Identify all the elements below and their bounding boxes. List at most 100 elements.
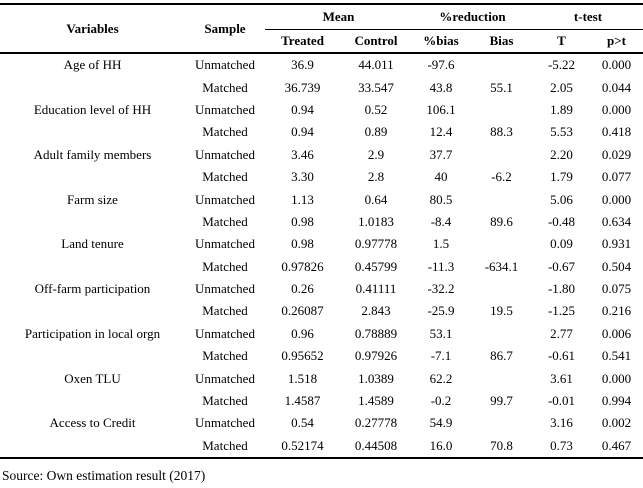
cell-pbias: 37.7: [429, 146, 453, 162]
cell-treated: 36.739: [284, 79, 321, 95]
cell-control: 0.89: [364, 124, 388, 140]
cell-bias: [470, 367, 533, 389]
cell-treated: 3.46: [291, 146, 314, 162]
cell-p: 0.216: [601, 303, 632, 319]
cell-control: 2.8: [367, 169, 385, 185]
table-row: Matched 0.94 0.89 12.4 88.3 5.53 0.418: [0, 121, 643, 143]
table-header: Variables Sample Mean %reduction t-test …: [0, 4, 643, 54]
cell-variable: [0, 390, 185, 412]
cell-bias: 19.5: [490, 303, 513, 319]
table-row: Matched 3.30 2.8 40 -6.2 1.79 0.077: [0, 166, 643, 188]
cell-t: -0.67: [547, 258, 576, 274]
cell-control: 1.0389: [358, 370, 394, 386]
cell-bias: 88.3: [490, 124, 513, 140]
cell-t: 2.77: [550, 325, 573, 341]
table-row: Matched 36.739 33.547 43.8 55.1 2.05 0.0…: [0, 76, 643, 98]
table-row: Oxen TLU Unmatched 1.518 1.0389 62.2 3.6…: [0, 367, 643, 389]
cell-variable: [0, 211, 185, 233]
cell-control: 0.52: [364, 101, 388, 117]
cell-p: 0.634: [601, 213, 632, 229]
cell-sample: Unmatched: [195, 370, 255, 386]
cell-p: 0.541: [601, 348, 632, 364]
cell-treated: 0.96: [291, 325, 314, 341]
table-row: Off-farm participation Unmatched 0.26 0.…: [0, 278, 643, 300]
cell-bias: [470, 323, 533, 345]
cell-sample: Matched: [202, 79, 248, 95]
cell-sample: Unmatched: [195, 325, 255, 341]
header-group-reduction: %reduction: [412, 4, 533, 30]
cell-pbias: 1.5: [432, 236, 450, 252]
cell-treated: 0.97826: [281, 258, 324, 274]
table-row: Matched 0.26087 2.843 -25.9 19.5 -1.25 0…: [0, 300, 643, 322]
cell-treated: 0.52174: [265, 434, 340, 460]
source-note: Source: Own estimation result (2017): [2, 468, 206, 484]
cell-pbias: 16.0: [412, 434, 470, 460]
table-row: Participation in local orgn Unmatched 0.…: [0, 323, 643, 345]
cell-sample: Matched: [202, 169, 248, 185]
cell-control: 0.64: [364, 191, 388, 207]
cell-pbias: -11.3: [427, 258, 455, 274]
cell-treated: 0.98: [291, 213, 314, 229]
table-row: Adult family members Unmatched 3.46 2.9 …: [0, 144, 643, 166]
cell-pbias: 40: [434, 169, 448, 185]
cell-control: 0.44508: [340, 434, 412, 460]
header-pbias: %bias: [412, 29, 470, 54]
cell-p: 0.000: [601, 370, 632, 386]
cell-variable: Farm size: [67, 191, 118, 207]
cell-bias: 99.7: [490, 393, 513, 409]
cell-pbias: -25.9: [427, 303, 455, 319]
cell-control: 0.97778: [354, 236, 398, 252]
cell-control: 0.45799: [354, 258, 398, 274]
cell-pbias: 12.4: [429, 124, 453, 140]
table-row: Matched 0.95652 0.97926 -7.1 86.7 -0.61 …: [0, 345, 643, 367]
cell-pbias: 43.8: [429, 79, 453, 95]
header-variables: Variables: [0, 4, 185, 54]
table-row: Access to Credit Unmatched 0.54 0.27778 …: [0, 412, 643, 434]
cell-sample: Matched: [202, 303, 248, 319]
cell-control: 0.41111: [355, 281, 397, 297]
cell-p: 0.994: [601, 393, 632, 409]
header-group-ttest: t-test: [533, 4, 643, 30]
cell-control: 0.27778: [354, 415, 398, 431]
cell-t: 0.09: [550, 236, 573, 252]
cell-pbias: 53.1: [429, 325, 453, 341]
cell-bias: [470, 144, 533, 166]
cell-treated: 0.94: [291, 101, 314, 117]
cell-treated: 0.26087: [281, 303, 324, 319]
cell-bias: [470, 233, 533, 255]
cell-t: 2.05: [550, 79, 573, 95]
cell-sample: Unmatched: [195, 281, 255, 297]
cell-bias: -6.2: [491, 169, 512, 185]
cell-t: -5.22: [547, 57, 576, 73]
cell-p: 0.000: [601, 191, 632, 207]
cell-sample: Unmatched: [195, 191, 255, 207]
cell-t: -1.25: [547, 303, 576, 319]
table-row: Land tenure Unmatched 0.98 0.97778 1.5 0…: [0, 233, 643, 255]
cell-p: 0.000: [601, 57, 632, 73]
cell-p: 0.931: [601, 236, 632, 252]
cell-control: 2.9: [367, 146, 385, 162]
cell-variable: Oxen TLU: [64, 370, 121, 386]
cell-t: -0.61: [547, 348, 576, 364]
header-group-row: Variables Sample Mean %reduction t-test: [0, 4, 643, 54]
cell-bias: [470, 99, 533, 121]
cell-variable: [0, 76, 185, 98]
table-row: Education level of HH Unmatched 0.94 0.5…: [0, 99, 643, 121]
table-body: Age of HH Unmatched 36.9 44.011 -97.6 -5…: [0, 53, 643, 460]
cell-bias: 89.6: [490, 213, 513, 229]
table-row: Matched 1.4587 1.4589 -0.2 99.7 -0.01 0.…: [0, 390, 643, 412]
cell-t: 2.20: [550, 146, 573, 162]
header-group-mean: Mean: [265, 4, 412, 30]
cell-variable: [0, 121, 185, 143]
cell-control: 2.843: [361, 303, 391, 319]
cell-variable: [0, 256, 185, 278]
cell-t: -0.01: [547, 393, 576, 409]
cell-control: 0.78889: [354, 325, 398, 341]
cell-variable: Access to Credit: [49, 415, 136, 431]
cell-variable: Adult family members: [33, 146, 152, 162]
cell-p: 0.000: [601, 101, 632, 117]
cell-p: 0.029: [601, 146, 632, 162]
cell-p: 0.504: [601, 258, 632, 274]
cell-treated: 1.4587: [284, 393, 321, 409]
